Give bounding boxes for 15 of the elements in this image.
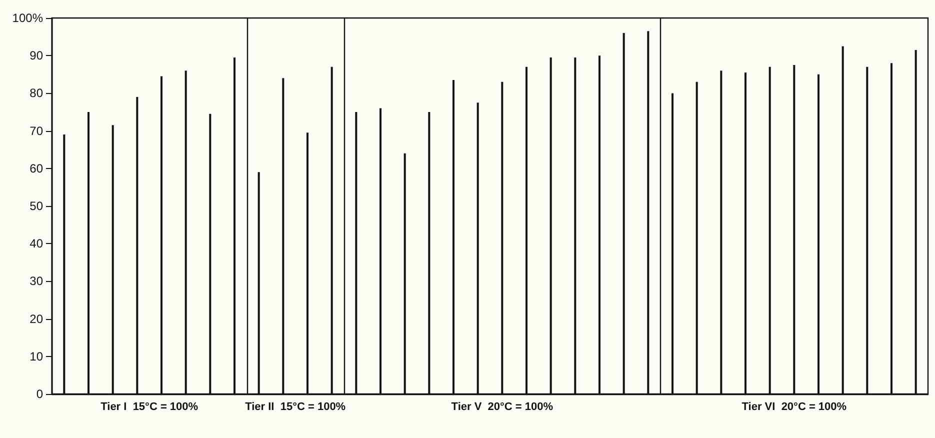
y-tick-label: 20 xyxy=(30,312,44,326)
series-label: Tier VI 20°C = 100% xyxy=(742,401,847,413)
y-tick-label: 40 xyxy=(30,236,44,251)
y-tick-label: 90 xyxy=(30,48,44,63)
y-tick-label: 100% xyxy=(12,11,44,25)
y-tick-label: 70 xyxy=(30,124,44,138)
y-tick-label: 60 xyxy=(30,161,44,176)
series-label: Tier I 15°C = 100% xyxy=(100,401,198,413)
y-tick-label: 50 xyxy=(30,199,44,213)
y-tick-label: 30 xyxy=(30,274,44,288)
series-label: Tier V 20°C = 100% xyxy=(451,401,554,413)
series-label: Tier II 15°C = 100% xyxy=(245,401,346,413)
y-tick-label: 0 xyxy=(36,387,44,401)
y-tick-label: 80 xyxy=(30,86,44,100)
y-tick-label: 10 xyxy=(30,349,44,364)
